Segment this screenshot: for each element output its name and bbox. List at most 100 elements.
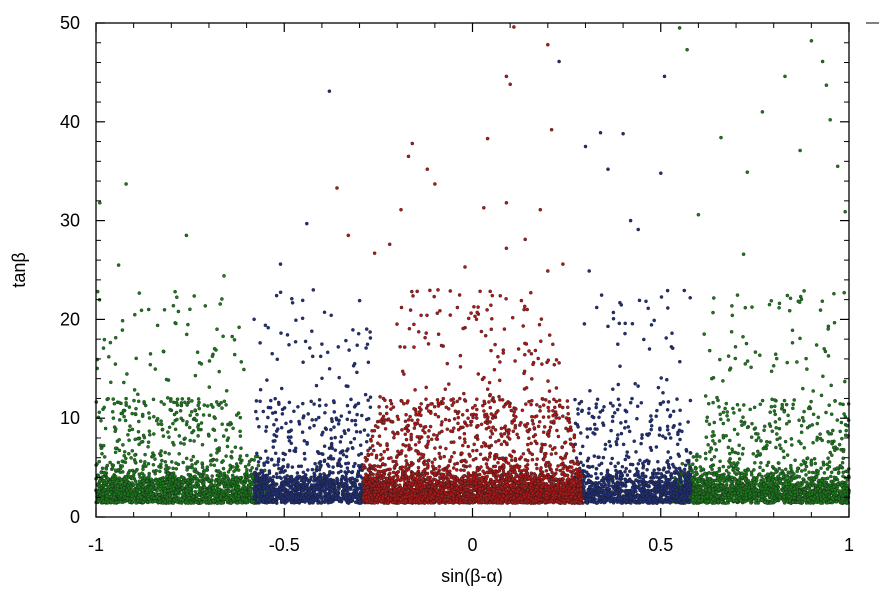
scatter-point <box>184 456 189 461</box>
scatter-point <box>158 487 162 491</box>
scatter-point <box>654 475 659 479</box>
scatter-point <box>114 500 119 504</box>
scatter-point <box>249 493 254 497</box>
scatter-point <box>700 480 705 485</box>
scatter-point <box>814 343 819 347</box>
scatter-point <box>749 480 753 485</box>
scatter-point <box>219 501 224 505</box>
scatter-point <box>189 410 194 414</box>
scatter-point <box>247 483 251 487</box>
scatter-point <box>221 459 225 463</box>
scatter-point <box>734 463 739 468</box>
scatter-point <box>841 486 846 491</box>
scatter-point <box>748 407 752 412</box>
scatter-point <box>113 468 118 473</box>
scatter-point <box>767 302 772 307</box>
scatter-point <box>682 288 687 293</box>
scatter-point <box>137 479 142 483</box>
scatter-point <box>100 466 105 471</box>
scatter-point <box>721 379 725 383</box>
scatter-point <box>625 473 630 477</box>
scatter-point <box>312 423 316 428</box>
scatter-point <box>205 465 210 469</box>
scatter-point <box>143 403 148 408</box>
scatter-point <box>191 454 196 459</box>
scatter-point <box>724 501 729 505</box>
scatter-point <box>185 465 189 469</box>
scatter-point <box>102 455 107 459</box>
scatter-point <box>824 410 828 415</box>
scatter-point <box>317 415 321 420</box>
scatter-point <box>119 487 124 492</box>
scatter-point <box>220 297 224 301</box>
scatter-point <box>717 405 721 409</box>
scatter-point <box>666 459 670 463</box>
scatter-point <box>122 450 127 454</box>
scatter-point <box>678 359 682 364</box>
scatter-point <box>700 495 705 500</box>
scatter-point <box>147 497 151 502</box>
scatter-point <box>639 401 644 405</box>
scatter-point <box>762 424 767 429</box>
scatter-point <box>840 460 845 465</box>
scatter-point <box>574 456 579 460</box>
scatter-point <box>709 447 714 451</box>
scatter-point <box>838 402 842 406</box>
scatter-point <box>162 402 166 406</box>
scatter-point <box>178 409 183 413</box>
scatter-point <box>207 413 212 418</box>
scatter-point <box>261 409 266 414</box>
scatter-point <box>777 490 781 495</box>
scatter-point <box>151 469 156 473</box>
scatter-point <box>741 335 745 339</box>
scatter-point <box>145 488 149 493</box>
scatter-point <box>809 399 813 404</box>
scatter-point <box>795 500 800 505</box>
scatter-point <box>180 397 185 401</box>
scatter-point <box>812 457 817 461</box>
scatter-point <box>197 406 202 411</box>
scatter-point <box>336 345 341 349</box>
scatter-point <box>96 499 101 503</box>
scatter-point <box>202 468 207 473</box>
scatter-point <box>801 386 805 391</box>
scatter-point <box>146 440 151 444</box>
scatter-point <box>290 465 295 469</box>
scatter-point <box>202 485 207 490</box>
scatter-point <box>714 448 719 452</box>
scatter-point <box>736 467 740 471</box>
scatter-point <box>222 399 227 404</box>
scatter-point <box>843 379 847 384</box>
scatter-point <box>165 480 169 484</box>
scatter-point <box>832 475 837 480</box>
scatter-point <box>798 336 802 341</box>
scatter-point <box>168 399 173 403</box>
scatter-point <box>792 486 797 491</box>
scatter-point <box>161 434 166 438</box>
scatter-point <box>99 446 104 450</box>
scatter-point <box>665 424 670 429</box>
scatter-point <box>611 414 615 419</box>
scatter-point <box>272 463 277 467</box>
scatter-point <box>193 408 197 412</box>
scatter-point <box>727 368 732 372</box>
scatter-point <box>286 463 290 467</box>
scatter-point <box>108 460 112 465</box>
scatter-point <box>195 459 200 464</box>
scatter-point <box>123 492 127 496</box>
scatter-point <box>236 494 241 498</box>
scatter-point <box>778 479 782 483</box>
scatter-point <box>826 456 830 460</box>
scatter-point <box>831 428 835 433</box>
scatter-point <box>733 477 737 481</box>
scatter-point <box>126 433 130 437</box>
scatter-point <box>597 415 601 420</box>
scatter-point <box>770 472 775 476</box>
scatter-point <box>207 495 212 499</box>
scatter-point <box>756 449 760 454</box>
scatter-point <box>156 481 160 485</box>
scatter-point <box>174 467 179 471</box>
scatter-point <box>99 418 103 423</box>
scatter-point <box>155 323 160 328</box>
scatter-point <box>136 429 141 434</box>
